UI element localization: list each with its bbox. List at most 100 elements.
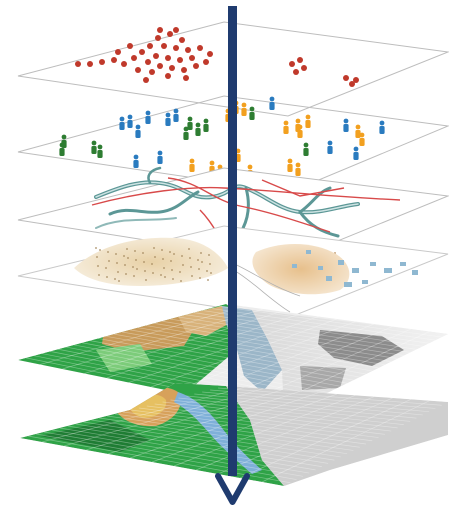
person-icon <box>283 120 289 134</box>
grid-line <box>121 331 367 375</box>
density-dot <box>144 270 146 272</box>
person-head <box>157 150 163 156</box>
density-dot <box>114 278 116 280</box>
point-marker <box>179 37 185 43</box>
density-dot <box>161 249 163 251</box>
person-icon <box>165 112 171 126</box>
person-head <box>203 118 209 124</box>
person-head <box>327 140 333 146</box>
down-arrow-icon <box>215 473 250 505</box>
point-marker <box>121 61 127 67</box>
person-body <box>283 126 289 134</box>
grid-line <box>209 307 436 341</box>
grid-line <box>75 423 329 464</box>
landcover-brown-zone <box>102 314 196 352</box>
point-marker <box>293 69 299 75</box>
person-icon <box>305 114 311 128</box>
point-marker <box>289 61 295 67</box>
grid-line <box>35 433 297 480</box>
person-body <box>295 168 301 176</box>
person-head <box>241 102 247 108</box>
person-head <box>127 114 133 120</box>
grid-line <box>195 323 375 397</box>
grid-line <box>151 393 338 463</box>
density-dot <box>180 280 182 282</box>
person-body <box>97 150 103 158</box>
density-dot <box>143 261 145 263</box>
density-dot <box>127 257 129 259</box>
person-body <box>297 130 303 138</box>
terrain-grid <box>27 386 442 484</box>
person-icon <box>127 114 133 128</box>
grid-line <box>83 421 335 461</box>
grid-line <box>89 340 341 387</box>
point-marker <box>167 31 173 37</box>
grid-line <box>195 396 375 471</box>
person-body <box>135 130 141 138</box>
density-dot <box>201 261 203 263</box>
person-icon <box>119 116 125 130</box>
density-dot <box>125 273 127 275</box>
person-icon <box>303 142 309 156</box>
grid-line <box>185 314 417 350</box>
person-icon <box>91 140 97 154</box>
person-head <box>283 120 289 126</box>
person-body <box>145 116 151 124</box>
density-dot <box>189 257 191 259</box>
grid-line <box>91 419 341 458</box>
person-body <box>287 164 293 172</box>
grid-line <box>177 316 411 353</box>
density-dot <box>197 259 199 261</box>
point-marker <box>139 49 145 55</box>
point-marker <box>207 51 213 57</box>
density-dot <box>124 264 126 266</box>
person-head <box>209 160 215 166</box>
person-body <box>173 114 179 122</box>
grid-line <box>115 413 360 448</box>
density-dot <box>97 265 99 267</box>
people-icons <box>59 96 385 184</box>
density-dot <box>99 249 101 251</box>
grid-line <box>186 395 417 419</box>
point-marker <box>353 77 359 83</box>
grid-line <box>84 311 282 374</box>
point-marker <box>131 55 137 61</box>
person-body <box>359 138 365 146</box>
grid-line <box>178 397 411 422</box>
density-dot <box>134 250 136 252</box>
person-body <box>91 146 97 154</box>
grid-line <box>162 401 398 429</box>
grid-line <box>59 427 316 471</box>
density-hill-right <box>252 243 350 295</box>
person-icon <box>355 124 361 138</box>
landcover-midgray-zone <box>300 366 346 390</box>
point-marker <box>181 67 187 73</box>
density-dot <box>96 256 98 258</box>
density-dot <box>106 276 108 278</box>
person-body <box>157 156 163 164</box>
grid-line <box>170 399 404 425</box>
grid-line <box>128 316 319 383</box>
density-dot <box>164 276 166 278</box>
grid-line <box>239 399 412 479</box>
point-marker <box>75 61 81 67</box>
point-marker <box>203 59 209 65</box>
point-marker <box>185 47 191 53</box>
density-dot <box>163 267 165 269</box>
density-dot <box>145 279 147 281</box>
person-body <box>305 120 311 128</box>
grid-line <box>41 386 245 443</box>
person-head <box>97 144 103 150</box>
density-dot <box>171 269 173 271</box>
point-marker <box>157 63 163 69</box>
density-dot <box>173 253 175 255</box>
person-head <box>91 140 97 146</box>
point-marker <box>149 69 155 75</box>
density-dot <box>152 272 154 274</box>
density-dot <box>188 248 190 250</box>
person-body <box>165 118 171 126</box>
down-arrow <box>215 6 250 505</box>
grid-line <box>217 397 393 475</box>
density-dot <box>210 272 212 274</box>
person-body <box>203 124 209 132</box>
